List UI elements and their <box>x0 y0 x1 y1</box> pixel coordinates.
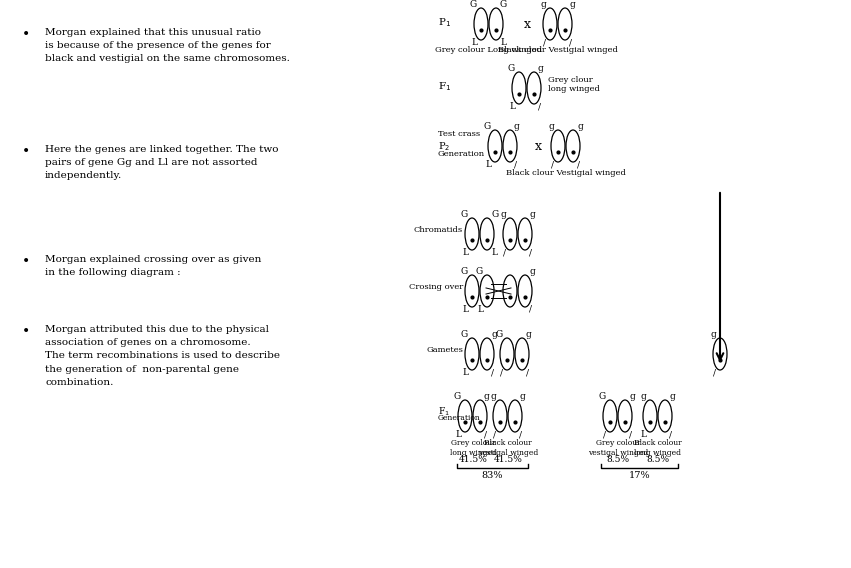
Text: L: L <box>462 305 468 314</box>
Text: /: / <box>500 368 503 377</box>
Text: G: G <box>483 122 491 131</box>
Text: 8.5%: 8.5% <box>647 455 670 464</box>
Text: L: L <box>485 160 491 169</box>
Text: 83%: 83% <box>482 471 503 480</box>
Text: L: L <box>500 38 506 47</box>
Text: /: / <box>669 430 672 439</box>
Text: L: L <box>462 368 468 377</box>
Text: Black clour Vestigial winged: Black clour Vestigial winged <box>498 46 618 54</box>
Text: g: g <box>640 392 646 401</box>
Text: Morgan attributed this due to the physical
association of genes on a chromosome.: Morgan attributed this due to the physic… <box>45 325 280 387</box>
Text: x: x <box>534 140 541 152</box>
Text: G: G <box>460 330 468 339</box>
Text: /: / <box>629 430 632 439</box>
Text: g: g <box>500 210 506 219</box>
Text: •: • <box>22 28 31 42</box>
Text: F$_1$: F$_1$ <box>438 80 451 93</box>
Text: /: / <box>529 248 532 257</box>
Text: g: g <box>538 64 544 73</box>
Text: G: G <box>491 210 498 219</box>
Text: /: / <box>543 38 546 47</box>
Text: 41.5%: 41.5% <box>494 455 523 464</box>
Text: /: / <box>577 160 580 169</box>
Text: Crosing over: Crosing over <box>408 283 463 291</box>
Text: /: / <box>514 160 517 169</box>
Text: G: G <box>476 267 483 276</box>
Text: g: g <box>669 392 675 401</box>
Text: Test crass: Test crass <box>438 130 480 138</box>
Text: /: / <box>491 368 494 377</box>
Text: /: / <box>713 368 716 377</box>
Text: g: g <box>540 0 546 9</box>
Text: Morgan explained crossing over as given
in the following diagram :: Morgan explained crossing over as given … <box>45 255 261 277</box>
Text: Here the genes are linked together. The two
pairs of gene Gg and Ll are not asso: Here the genes are linked together. The … <box>45 145 278 181</box>
Text: •: • <box>22 145 31 159</box>
Text: Grey colour Long winged: Grey colour Long winged <box>436 46 543 54</box>
Text: 17%: 17% <box>629 471 650 480</box>
Text: Morgan explained that this unusual ratio
is because of the presence of the genes: Morgan explained that this unusual ratio… <box>45 28 290 64</box>
Text: Grey clour: Grey clour <box>548 76 593 84</box>
Text: Black colour
vestigal winged: Black colour vestigal winged <box>478 439 538 457</box>
Text: L: L <box>477 305 483 314</box>
Text: Chromatids: Chromatids <box>414 226 463 234</box>
Text: g: g <box>490 392 496 401</box>
Text: L: L <box>455 430 461 439</box>
Text: 41.5%: 41.5% <box>459 455 488 464</box>
Text: L: L <box>640 430 646 439</box>
Text: /: / <box>503 248 506 257</box>
Text: G: G <box>460 267 468 276</box>
Text: /: / <box>484 430 487 439</box>
Text: G: G <box>508 64 515 73</box>
Text: 8.5%: 8.5% <box>607 455 630 464</box>
Text: /: / <box>529 305 532 314</box>
Text: g: g <box>569 0 574 9</box>
Text: g: g <box>629 392 635 401</box>
Text: P$_1$: P$_1$ <box>438 16 451 29</box>
Text: /: / <box>551 160 554 169</box>
Text: g: g <box>484 392 489 401</box>
Text: g: g <box>491 330 497 339</box>
Text: G: G <box>496 330 503 339</box>
Text: Generation: Generation <box>438 414 481 422</box>
Text: g: g <box>519 392 525 401</box>
Text: long winged: long winged <box>548 85 600 93</box>
Text: L: L <box>471 38 477 47</box>
Text: g: g <box>548 122 554 131</box>
Text: /: / <box>569 38 572 47</box>
Text: Grey colour
vestigal winged: Grey colour vestigal winged <box>588 439 648 457</box>
Text: •: • <box>22 325 31 339</box>
Text: Black clour Vestigial winged: Black clour Vestigial winged <box>506 169 626 177</box>
Text: G: G <box>454 392 461 401</box>
Text: L: L <box>509 102 515 111</box>
Text: /: / <box>603 430 606 439</box>
Text: g: g <box>711 330 716 339</box>
Text: G: G <box>460 210 468 219</box>
Text: /: / <box>493 430 496 439</box>
Text: /: / <box>538 102 541 111</box>
Text: g: g <box>577 122 583 131</box>
Text: G: G <box>599 392 606 401</box>
Text: Gametes: Gametes <box>426 346 463 354</box>
Text: x: x <box>523 18 530 31</box>
Text: Generation: Generation <box>438 150 485 158</box>
Text: P$_2$: P$_2$ <box>438 140 450 153</box>
Text: g: g <box>529 267 534 276</box>
Text: •: • <box>22 255 31 269</box>
Text: F$_1$: F$_1$ <box>438 405 450 417</box>
Text: Black colour
long winged: Black colour long winged <box>634 439 682 457</box>
Text: Grey colour
long winged: Grey colour long winged <box>449 439 496 457</box>
Text: L: L <box>462 248 468 257</box>
Text: /: / <box>519 430 522 439</box>
Text: G: G <box>470 0 477 9</box>
Text: g: g <box>514 122 520 131</box>
Text: g: g <box>529 210 534 219</box>
Text: g: g <box>526 330 532 339</box>
Text: G: G <box>500 0 507 9</box>
Text: /: / <box>526 368 529 377</box>
Text: L: L <box>491 248 497 257</box>
